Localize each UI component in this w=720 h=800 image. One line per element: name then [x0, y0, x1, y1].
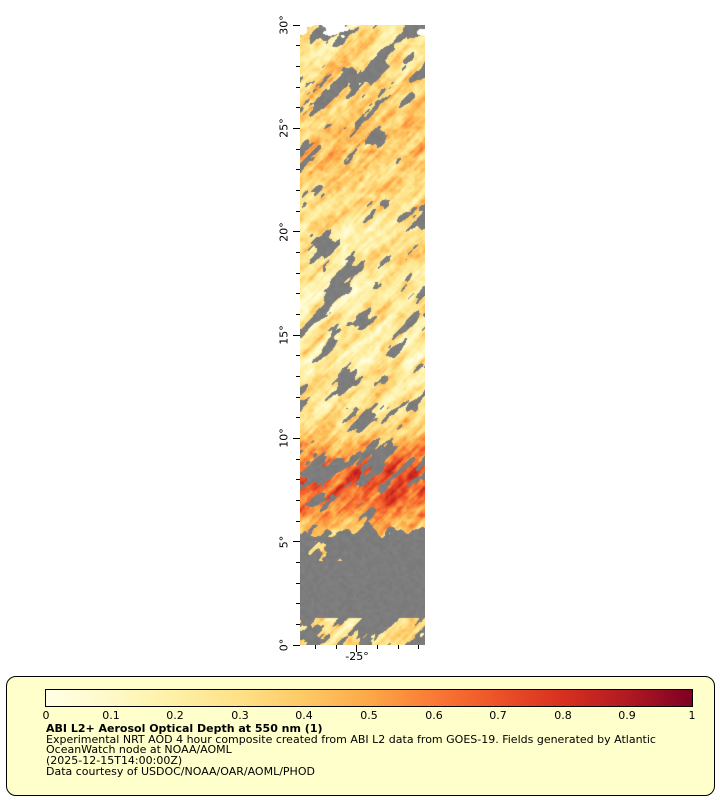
axis-tick — [296, 169, 300, 171]
axis-tick — [418, 645, 420, 649]
axis-tick — [293, 231, 300, 233]
axis-tick — [296, 65, 300, 67]
axis-tick — [296, 313, 300, 315]
lat-tick-label-5: 5° — [277, 535, 291, 549]
axis-tick — [296, 189, 300, 191]
colorbar-tick-06: 0.6 — [425, 709, 443, 722]
lat-tick-label-20: 20° — [277, 222, 291, 242]
legend-timestamp: (2025-12-15T14:00:00Z) — [46, 754, 183, 768]
colorbar-tick-04: 0.4 — [295, 709, 313, 722]
axis-tick — [296, 561, 300, 563]
lat-tick-label-15: 15° — [277, 325, 291, 345]
axis-tick — [296, 148, 300, 150]
colorbar-tick-0: 0 — [42, 709, 50, 722]
axis-tick — [296, 396, 300, 398]
lat-tick-label-30: 30° — [277, 15, 291, 35]
axis-tick — [356, 645, 358, 652]
axis-tick — [296, 458, 300, 460]
legend-description-line2: OceanWatch node at NOAA/AOML — [46, 743, 232, 757]
lat-tick-label-25: 25° — [277, 118, 291, 138]
legend-description-line1: Experimental NRT AOD 4 hour composite cr… — [46, 732, 656, 746]
aod-raster-canvas — [300, 25, 425, 645]
colorbar-tick-01: 0.1 — [102, 709, 120, 722]
colorbar-tick-02: 0.2 — [166, 709, 184, 722]
lat-tick-label-0: 0° — [277, 638, 291, 652]
axis-tick — [296, 272, 300, 274]
colorbar-tick-07: 0.7 — [489, 709, 507, 722]
axis-tick — [296, 603, 300, 605]
axis-tick — [296, 375, 300, 377]
axis-tick — [335, 645, 337, 649]
axis-tick — [296, 479, 300, 481]
colorbar-tick-1: 1 — [688, 709, 696, 722]
colorbar-tick-05: 0.5 — [360, 709, 378, 722]
axis-tick — [296, 355, 300, 357]
axis-tick — [296, 623, 300, 625]
axis-tick — [293, 127, 300, 129]
lon-tick-label: -25° — [345, 650, 369, 663]
lat-tick-label-10: 10° — [277, 428, 291, 448]
colorbar — [45, 689, 693, 707]
axis-tick — [293, 644, 300, 646]
colorbar-tick-03: 0.3 — [231, 709, 249, 722]
axis-tick — [293, 541, 300, 543]
axis-tick — [296, 417, 300, 419]
axis-tick — [296, 251, 300, 253]
legend-caption: ABI L2+ Aerosol Optical Depth at 550 nm … — [46, 722, 656, 778]
axis-tick — [296, 45, 300, 47]
axis-tick — [377, 645, 378, 649]
axis-tick — [315, 645, 316, 649]
axis-tick — [296, 582, 300, 584]
axis-tick — [296, 520, 300, 522]
axis-tick — [296, 293, 300, 295]
legend-box: 0 0.1 0.2 0.3 0.4 0.5 0.6 0.7 0.8 0.9 1 … — [6, 676, 715, 796]
legend-title: ABI L2+ Aerosol Optical Depth at 550 nm … — [46, 722, 323, 735]
axis-tick — [296, 499, 300, 501]
axis-tick — [296, 86, 300, 88]
axis-tick — [293, 24, 300, 26]
axis-tick — [296, 210, 300, 212]
axis-tick — [293, 437, 300, 439]
legend-courtesy: Data courtesy of USDOC/NOAA/OAR/AOML/PHO… — [46, 764, 315, 778]
colorbar-tick-08: 0.8 — [554, 709, 572, 722]
colorbar-tick-09: 0.9 — [618, 709, 636, 722]
axis-tick — [296, 107, 300, 109]
axis-tick — [397, 645, 399, 649]
axis-tick — [293, 334, 300, 336]
